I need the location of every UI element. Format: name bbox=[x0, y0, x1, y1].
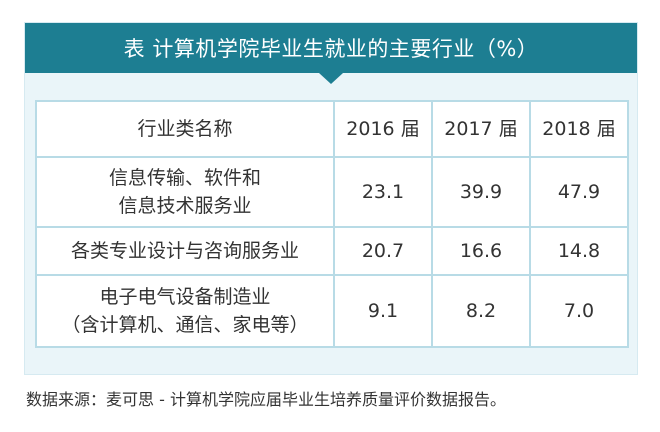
table-row: 各类专业设计与咨询服务业 20.7 16.6 14.8 bbox=[35, 226, 629, 276]
value-2018: 7.0 bbox=[529, 274, 629, 348]
value-2018: 14.8 bbox=[529, 226, 629, 276]
header-industry-name: 行业类名称 bbox=[35, 100, 335, 158]
table-row: 电子电气设备制造业 （含计算机、通信、家电等） 9.1 8.2 7.0 bbox=[35, 274, 629, 348]
value-2018: 47.9 bbox=[529, 156, 629, 228]
table-title: 表 计算机学院毕业生就业的主要行业（%） bbox=[25, 23, 637, 73]
title-notch bbox=[319, 73, 343, 84]
value-2017: 39.9 bbox=[431, 156, 531, 228]
value-2017: 8.2 bbox=[431, 274, 531, 348]
industry-name-line: 信息传输、软件和 bbox=[108, 167, 261, 189]
value-2016: 20.7 bbox=[333, 226, 433, 276]
industry-name-line: 各类专业设计与咨询服务业 bbox=[70, 240, 299, 262]
header-2016: 2016 届 bbox=[333, 100, 433, 158]
table-header-row: 行业类名称 2016 届 2017 届 2018 届 bbox=[35, 100, 629, 158]
industry-name-cell: 电子电气设备制造业 （含计算机、通信、家电等） bbox=[35, 274, 335, 348]
header-2018: 2018 届 bbox=[529, 100, 629, 158]
table-card: 表 计算机学院毕业生就业的主要行业（%） 行业类名称 2016 届 2017 届… bbox=[24, 22, 638, 375]
value-2016: 9.1 bbox=[333, 274, 433, 348]
header-2017: 2017 届 bbox=[431, 100, 531, 158]
value-2017: 16.6 bbox=[431, 226, 531, 276]
industry-name-line: （含计算机、通信、家电等） bbox=[61, 314, 309, 336]
industry-name-cell: 信息传输、软件和 信息技术服务业 bbox=[35, 156, 335, 228]
table-row: 信息传输、软件和 信息技术服务业 23.1 39.9 47.9 bbox=[35, 156, 629, 228]
industry-name-line: 信息技术服务业 bbox=[118, 195, 252, 217]
industry-table: 行业类名称 2016 届 2017 届 2018 届 信息传输、软件和 信息技术… bbox=[35, 100, 629, 348]
data-source-note: 数据来源：麦可思 - 计算机学院应届毕业生培养质量评价数据报告。 bbox=[26, 390, 506, 409]
industry-name-line: 电子电气设备制造业 bbox=[99, 286, 271, 308]
value-2016: 23.1 bbox=[333, 156, 433, 228]
industry-name-cell: 各类专业设计与咨询服务业 bbox=[35, 226, 335, 276]
